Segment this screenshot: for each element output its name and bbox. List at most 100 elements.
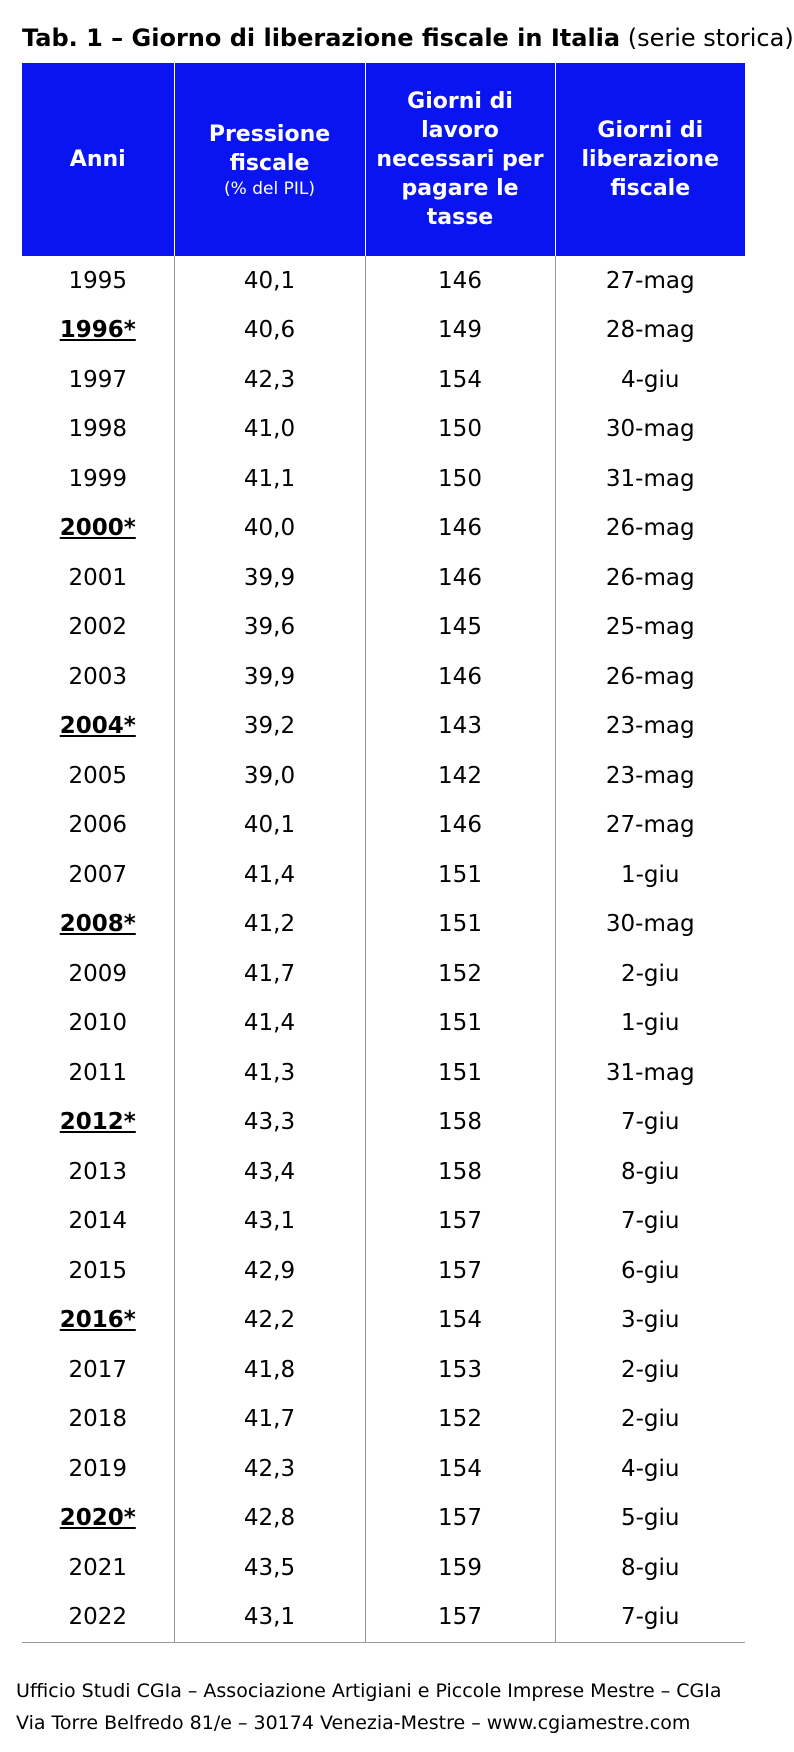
table-cell: 2007 bbox=[68, 861, 128, 888]
table-cell: 4-giu bbox=[554, 1444, 745, 1494]
table-cell: 39,9 bbox=[173, 553, 365, 603]
column-header: Giorni di lavoro necessari per pagare le… bbox=[364, 63, 555, 256]
table-cell: 40,0 bbox=[173, 503, 365, 553]
table-cell: 146 bbox=[364, 256, 555, 306]
table-cell: 159 bbox=[364, 1543, 555, 1593]
table-cell: 152 bbox=[364, 1394, 555, 1444]
table-cell: 146 bbox=[364, 652, 555, 702]
table-cell: 28-mag bbox=[554, 305, 745, 355]
table-cell: 2009 bbox=[68, 960, 128, 987]
table-row: 2014 43,1 157 7-giu bbox=[22, 1196, 745, 1246]
table-cell: 150 bbox=[364, 454, 555, 504]
footer-line: Via Torre Belfredo 81/e – 30174 Venezia-… bbox=[16, 1712, 691, 1734]
table-row: 2007 41,4 151 1-giu bbox=[22, 850, 745, 900]
table-cell: 5-giu bbox=[554, 1493, 745, 1543]
table-cell: 41,0 bbox=[173, 404, 365, 454]
table-cell: 7-giu bbox=[554, 1592, 745, 1643]
table-cell: 39,2 bbox=[173, 701, 365, 751]
table-cell: 158 bbox=[364, 1097, 555, 1147]
table-cell: 146 bbox=[364, 800, 555, 850]
table-row: 2013 43,4 158 8-giu bbox=[22, 1147, 745, 1197]
table-cell: 1998 bbox=[68, 416, 128, 443]
table-cell: 30-mag bbox=[554, 899, 745, 949]
table-row: 2008* 41,2 151 30-mag bbox=[22, 899, 745, 949]
footer-line: Ufficio Studi CGIa – Associazione Artigi… bbox=[16, 1680, 722, 1702]
table-cell: 2-giu bbox=[554, 1345, 745, 1395]
table-row: 2003 39,9 146 26-mag bbox=[22, 652, 745, 702]
table-cell: 146 bbox=[364, 503, 555, 553]
table-cell: 2004* bbox=[59, 713, 136, 740]
table-cell: 40,1 bbox=[173, 256, 365, 306]
table-cell: 41,7 bbox=[173, 1394, 365, 1444]
table-cell: 2002 bbox=[68, 614, 128, 641]
table-cell: 151 bbox=[364, 850, 555, 900]
table-cell: 1-giu bbox=[554, 850, 745, 900]
table-row: 2006 40,1 146 27-mag bbox=[22, 800, 745, 850]
table-row: 2019 42,3 154 4-giu bbox=[22, 1444, 745, 1494]
table-cell: 27-mag bbox=[554, 800, 745, 850]
table-cell: 26-mag bbox=[554, 503, 745, 553]
table-row: 2001 39,9 146 26-mag bbox=[22, 553, 745, 603]
table-cell: 1999 bbox=[68, 465, 128, 492]
table-cell: 41,8 bbox=[173, 1345, 365, 1395]
table-cell: 40,6 bbox=[173, 305, 365, 355]
header-label: Giorni di liberazione fiscale bbox=[581, 118, 720, 201]
table-cell: 2018 bbox=[68, 1406, 128, 1433]
table-cell: 152 bbox=[364, 949, 555, 999]
table-cell: 145 bbox=[364, 602, 555, 652]
table-cell: 40,1 bbox=[173, 800, 365, 850]
table-row: 2015 42,9 157 6-giu bbox=[22, 1246, 745, 1296]
table-cell: 157 bbox=[364, 1493, 555, 1543]
table-cell: 1-giu bbox=[554, 998, 745, 1048]
column-header: Giorni di liberazione fiscale bbox=[554, 63, 745, 256]
table-cell: 41,7 bbox=[173, 949, 365, 999]
table-row: 2010 41,4 151 1-giu bbox=[22, 998, 745, 1048]
table-row: 2004* 39,2 143 23-mag bbox=[22, 701, 745, 751]
table-cell: 31-mag bbox=[554, 1048, 745, 1098]
table-cell: 23-mag bbox=[554, 701, 745, 751]
table-row: 1995 40,1 146 27-mag bbox=[22, 256, 745, 306]
table-cell: 30-mag bbox=[554, 404, 745, 454]
table-cell: 42,8 bbox=[173, 1493, 365, 1543]
table-cell: 2017 bbox=[68, 1356, 128, 1383]
table-cell: 7-giu bbox=[554, 1196, 745, 1246]
table-cell: 2015 bbox=[68, 1257, 128, 1284]
table-cell: 4-giu bbox=[554, 355, 745, 405]
table-row: 2005 39,0 142 23-mag bbox=[22, 751, 745, 801]
table-cell: 153 bbox=[364, 1345, 555, 1395]
table-cell: 1997 bbox=[68, 366, 128, 393]
header-label: Giorni di lavoro necessari per pagare le… bbox=[376, 89, 544, 230]
data-table: Anni Pressione fiscale (% del PIL) Giorni d… bbox=[22, 63, 745, 1643]
table-cell: 39,0 bbox=[173, 751, 365, 801]
table-row: 2012* 43,3 158 7-giu bbox=[22, 1097, 745, 1147]
table-row: 2002 39,6 145 25-mag bbox=[22, 602, 745, 652]
table-row: 1997 42,3 154 4-giu bbox=[22, 355, 745, 405]
table-cell: 26-mag bbox=[554, 553, 745, 603]
table-cell: 31-mag bbox=[554, 454, 745, 504]
table-cell: 2013 bbox=[68, 1158, 128, 1185]
table-row: 1999 41,1 150 31-mag bbox=[22, 454, 745, 504]
table-body: 1995 40,1 146 27-mag 1996* 40,6 149 28-mag 1997 4… bbox=[22, 256, 745, 1643]
table-title: Tab. 1 – Giorno di liberazione fiscale i… bbox=[22, 24, 794, 52]
header-label: Pressione fiscale bbox=[208, 121, 331, 176]
table-cell: 157 bbox=[364, 1592, 555, 1643]
table-cell: 43,3 bbox=[173, 1097, 365, 1147]
table-cell: 26-mag bbox=[554, 652, 745, 702]
table-cell: 158 bbox=[364, 1147, 555, 1197]
table-cell: 42,3 bbox=[173, 355, 365, 405]
table-cell: 2019 bbox=[68, 1455, 128, 1482]
table-cell: 2003 bbox=[68, 663, 128, 690]
table-cell: 7-giu bbox=[554, 1097, 745, 1147]
table-cell: 2001 bbox=[68, 564, 128, 591]
table-cell: 2005 bbox=[68, 762, 128, 789]
table-row: 2016* 42,2 154 3-giu bbox=[22, 1295, 745, 1345]
table-cell: 41,4 bbox=[173, 998, 365, 1048]
table-cell: 151 bbox=[364, 899, 555, 949]
table-cell: 2000* bbox=[59, 515, 136, 542]
table-cell: 2012* bbox=[59, 1109, 136, 1136]
table-cell: 154 bbox=[364, 355, 555, 405]
table-cell: 142 bbox=[364, 751, 555, 801]
table-cell: 2022 bbox=[22, 1592, 174, 1643]
table-cell: 2006 bbox=[68, 812, 128, 839]
table-cell: 2008* bbox=[59, 911, 136, 938]
